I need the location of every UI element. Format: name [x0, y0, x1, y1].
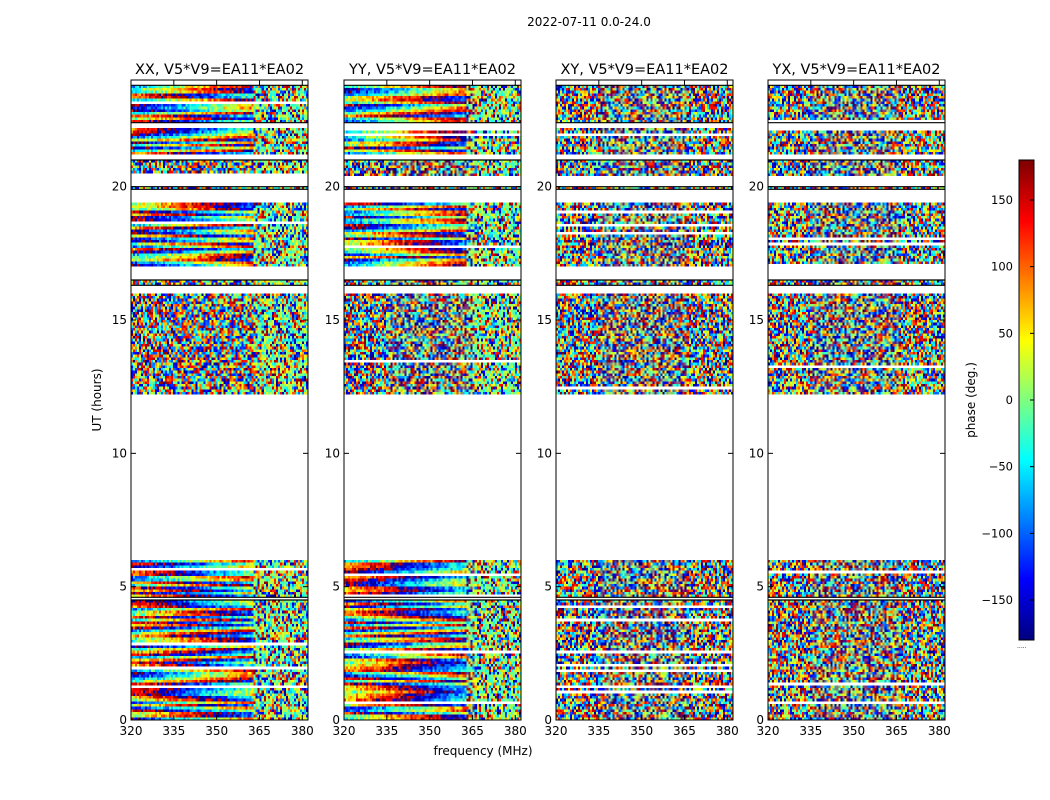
y-tick-label: 0 [756, 713, 764, 727]
y-tick-label: 0 [544, 713, 552, 727]
x-tick-label: 350 [630, 724, 653, 738]
y-tick-label: 15 [325, 313, 340, 327]
colorbar-tick-label: −100 [981, 526, 1013, 540]
y-tick-label: 10 [537, 446, 552, 460]
y-tick-label: 5 [544, 580, 552, 594]
y-tick-label: 5 [756, 580, 764, 594]
panels: XX, V5*V9=EA11*EA02 320 335 350 365 380 0 5 10 15… [112, 62, 951, 738]
x-tick-label: 350 [842, 724, 865, 738]
heatmap-image [131, 80, 308, 720]
colorbar-tick-label: −150 [981, 593, 1013, 607]
y-tick-label: 10 [325, 446, 340, 460]
colorbar-tick-label: 50 [998, 326, 1013, 340]
y-tick-label: 20 [537, 180, 552, 194]
panel-xy: XY, V5*V9=EA11*EA02 320 335 350 365 380 0 5 10 15… [537, 62, 739, 738]
y-tick-label: 5 [119, 580, 127, 594]
panel-title: YY, V5*V9=EA11*EA02 [348, 62, 516, 78]
panel-frame [555, 79, 734, 721]
x-tick-label: 365 [461, 724, 484, 738]
colorbar: −150 −100 −50 0 50 100 150 [981, 159, 1035, 641]
panel-yy: YY, V5*V9=EA11*EA02 320 335 350 365 380 0 5 10 15… [325, 62, 527, 738]
x-tick-label: 365 [885, 724, 908, 738]
x-axis-label: frequency (MHz) [433, 744, 532, 758]
x-tick-label: 365 [673, 724, 696, 738]
y-axis-label: UT (hours) [90, 368, 104, 431]
y-tick-label: 10 [112, 446, 127, 460]
y-tick-label: 0 [332, 713, 340, 727]
panel-frame [767, 79, 946, 721]
colorbar-dots: ..... [1017, 643, 1027, 650]
panel-title: XX, V5*V9=EA11*EA02 [135, 62, 304, 78]
colorbar-tick-label: 0 [1006, 393, 1013, 407]
x-tick-label: 320 [545, 724, 568, 738]
y-tick-label: 15 [749, 313, 764, 327]
heatmap-image [768, 80, 945, 720]
y-tick-label: 0 [119, 713, 127, 727]
y-tick-label: 10 [749, 446, 764, 460]
y-tick-label: 20 [112, 180, 127, 194]
x-tick-label: 320 [757, 724, 780, 738]
x-tick-label: 380 [291, 724, 314, 738]
colorbar-tick-label: 100 [991, 260, 1013, 274]
x-tick-label: 335 [375, 724, 398, 738]
x-tick-label: 335 [799, 724, 822, 738]
x-tick-label: 350 [205, 724, 228, 738]
y-tick-label: 5 [332, 580, 340, 594]
panel-frame [343, 79, 522, 721]
colorbar-tick-label: 150 [991, 193, 1013, 207]
x-tick-label: 320 [120, 724, 143, 738]
x-tick-label: 350 [418, 724, 441, 738]
panel-title: XY, V5*V9=EA11*EA02 [560, 62, 728, 78]
heatmap-image [556, 80, 733, 720]
x-tick-label: 380 [716, 724, 739, 738]
colorbar-gradient [1019, 160, 1034, 640]
panel-yx: YX, V5*V9=EA11*EA02 320 335 350 365 380 0 5 10 15… [749, 62, 951, 738]
x-tick-label: 335 [587, 724, 610, 738]
figure-title: 2022-07-11 0.0-24.0 [527, 15, 651, 29]
x-tick-label: 365 [248, 724, 271, 738]
x-tick-label: 335 [162, 724, 185, 738]
panel-frame [130, 79, 309, 721]
heatmap-image [344, 80, 521, 720]
panel-title: YX, V5*V9=EA11*EA02 [771, 62, 940, 78]
y-tick-label: 20 [325, 180, 340, 194]
x-tick-label: 320 [333, 724, 356, 738]
panel-xx: XX, V5*V9=EA11*EA02 320 335 350 365 380 0 5 10 15… [112, 62, 314, 738]
x-tick-label: 380 [928, 724, 951, 738]
colorbar-tick-label: −50 [989, 460, 1013, 474]
y-tick-label: 15 [112, 313, 127, 327]
y-tick-label: 20 [749, 180, 764, 194]
x-tick-label: 380 [504, 724, 527, 738]
y-tick-label: 15 [537, 313, 552, 327]
colorbar-label: phase (deg.) [964, 362, 978, 438]
